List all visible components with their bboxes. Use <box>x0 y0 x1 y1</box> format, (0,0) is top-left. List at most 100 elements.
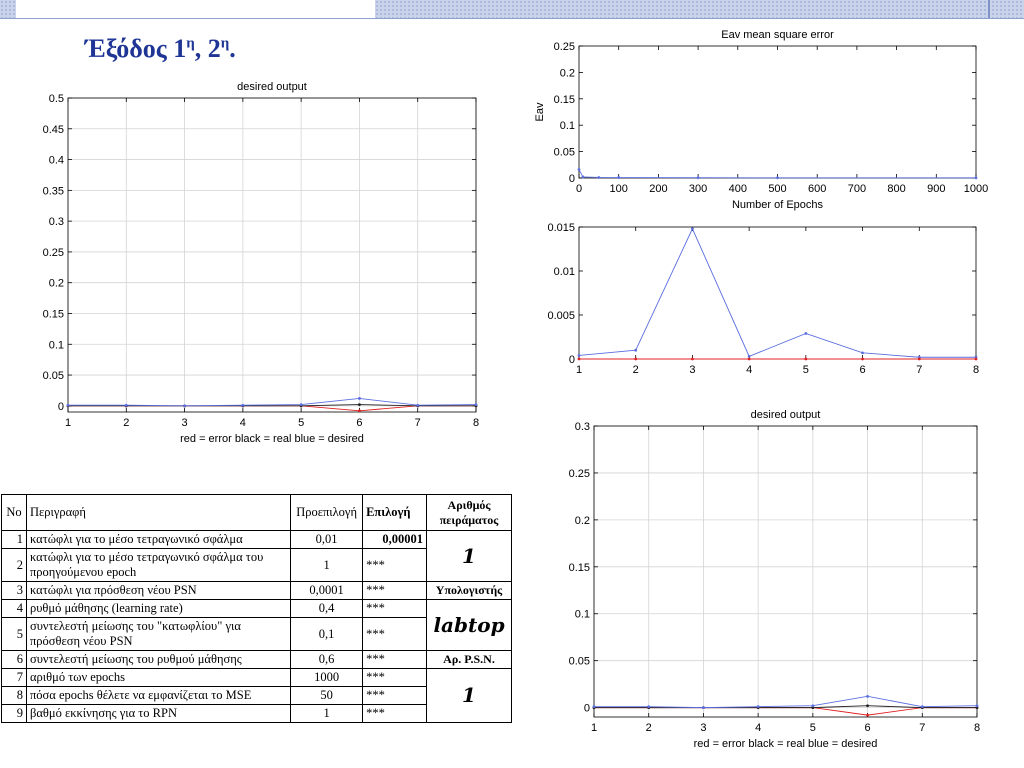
experiment-number-value: 1 <box>426 530 512 582</box>
y-tick-label: 0.35 <box>43 185 64 197</box>
x-tick-label: 4 <box>755 722 761 734</box>
row-3-no: 3 <box>1 581 27 600</box>
series-0-point <box>691 227 694 231</box>
series-0-point <box>696 176 700 180</box>
y-tick-label: 0.1 <box>575 609 590 621</box>
x-tick-label: 5 <box>803 364 809 376</box>
x-tick-label: 3 <box>182 417 188 429</box>
y-tick-label: 0.05 <box>43 370 64 382</box>
header-decoration-left <box>0 0 16 18</box>
x-tick-label: 0 <box>576 183 582 195</box>
series-0-point <box>577 168 581 171</box>
computer-label: Υπολογιστής <box>426 581 512 600</box>
row-2-no: 2 <box>1 548 27 582</box>
chart-title: desired output <box>237 81 307 93</box>
series-0-point <box>617 176 621 179</box>
y-tick-label: 0.15 <box>43 308 64 320</box>
series-2-point <box>975 704 979 708</box>
row-1-description: κατώφλι για το μέσο τετραγωνικό σφάλμα <box>25 530 292 549</box>
x-axis-label: red = error black = real blue = desired <box>694 738 878 750</box>
row-5-no: 5 <box>1 617 27 651</box>
y-tick-label: 0.5 <box>49 93 64 105</box>
series-0-point <box>861 351 864 355</box>
x-tick-label: 6 <box>356 417 362 429</box>
y-axis-label: Eav <box>534 102 546 121</box>
series-2-point <box>183 404 186 408</box>
x-tick-label: 7 <box>919 722 925 734</box>
y-tick-label: 0.1 <box>49 339 64 351</box>
chart-title: Eav mean square error <box>721 29 834 41</box>
row-1-no: 1 <box>1 530 27 549</box>
x-tick-label: 7 <box>415 417 421 429</box>
series-0-point <box>581 175 585 179</box>
series-1-point <box>804 357 808 361</box>
series-2-point <box>920 705 924 709</box>
series-0-point <box>634 348 638 352</box>
x-tick-label: 6 <box>865 722 871 734</box>
series-1-point <box>747 357 751 361</box>
row-4-description: ρυθμό μάθησης (learning rate) <box>25 599 292 618</box>
y-tick-label: 0.25 <box>569 468 590 480</box>
plot-frame <box>593 425 978 718</box>
computer-value: labtop <box>426 599 512 651</box>
series-2-point <box>702 706 705 710</box>
y-tick-label: 0.1 <box>560 120 575 132</box>
header-default: Προεπιλογή <box>290 494 364 531</box>
psn-label: Αρ. P.S.N. <box>426 650 512 669</box>
y-tick-label: 0 <box>569 354 575 366</box>
row-4-default: 0,4 <box>290 599 364 618</box>
x-tick-label: 6 <box>860 364 866 376</box>
y-tick-label: 0.05 <box>554 147 575 159</box>
x-tick-label: 3 <box>700 722 706 734</box>
x-tick-label: 4 <box>746 364 752 376</box>
y-tick-label: 0 <box>58 401 64 413</box>
x-tick-label: 700 <box>848 183 866 195</box>
x-tick-label: 100 <box>610 183 628 195</box>
series-2-point <box>811 704 815 708</box>
series-0-point <box>747 354 751 358</box>
series-0-point <box>577 354 581 357</box>
series-0-point <box>804 332 808 335</box>
row-2-choice: *** <box>362 548 428 582</box>
y-tick-label: 0.4 <box>49 155 64 167</box>
y-tick-label: 0 <box>569 173 575 185</box>
series-2-line <box>68 398 477 407</box>
row-9-no: 9 <box>1 704 27 723</box>
x-tick-label: 3 <box>689 364 695 376</box>
series-1-point <box>974 357 978 361</box>
series-2-point <box>592 705 596 709</box>
header-choice: Επιλογή <box>362 494 428 531</box>
row-2-description: κατώφλι για το μέσο τετραγωνικό σφάλμα τ… <box>25 548 292 582</box>
x-tick-label: 7 <box>916 364 922 376</box>
x-tick-label: 5 <box>810 722 816 734</box>
series-2-point <box>299 403 303 407</box>
x-axis-label: red = error black = real blue = desired <box>180 433 364 445</box>
y-tick-label: 0.45 <box>43 124 64 136</box>
row-3-choice: *** <box>362 581 428 600</box>
row-5-description: συντελεστή μείωσης του "κατωφλίου" για π… <box>25 617 292 651</box>
header-experiment-number: Αριθμός πειράματος <box>426 494 512 531</box>
row-6-default: 0,6 <box>290 650 364 669</box>
series-0-line <box>594 707 977 716</box>
x-tick-label: 1 <box>65 417 71 429</box>
x-tick-label: 5 <box>298 417 304 429</box>
header-divider <box>988 0 990 18</box>
x-tick-label: 8 <box>973 364 979 376</box>
series-0-point <box>776 176 779 180</box>
y-tick-label: 0.2 <box>560 67 575 79</box>
x-tick-label: 8 <box>473 417 479 429</box>
series-2-point <box>474 403 478 407</box>
row-6-choice: *** <box>362 650 428 669</box>
series-1-point <box>691 357 694 361</box>
series-2-point <box>358 397 361 400</box>
row-2-default: 1 <box>290 548 364 582</box>
y-tick-label: 0.015 <box>547 222 575 234</box>
row-9-choice: *** <box>362 704 428 723</box>
y-tick-label: 0.3 <box>49 216 64 228</box>
header-rule <box>0 18 1024 19</box>
series-2-point <box>416 403 420 407</box>
series-2-point <box>756 705 760 709</box>
